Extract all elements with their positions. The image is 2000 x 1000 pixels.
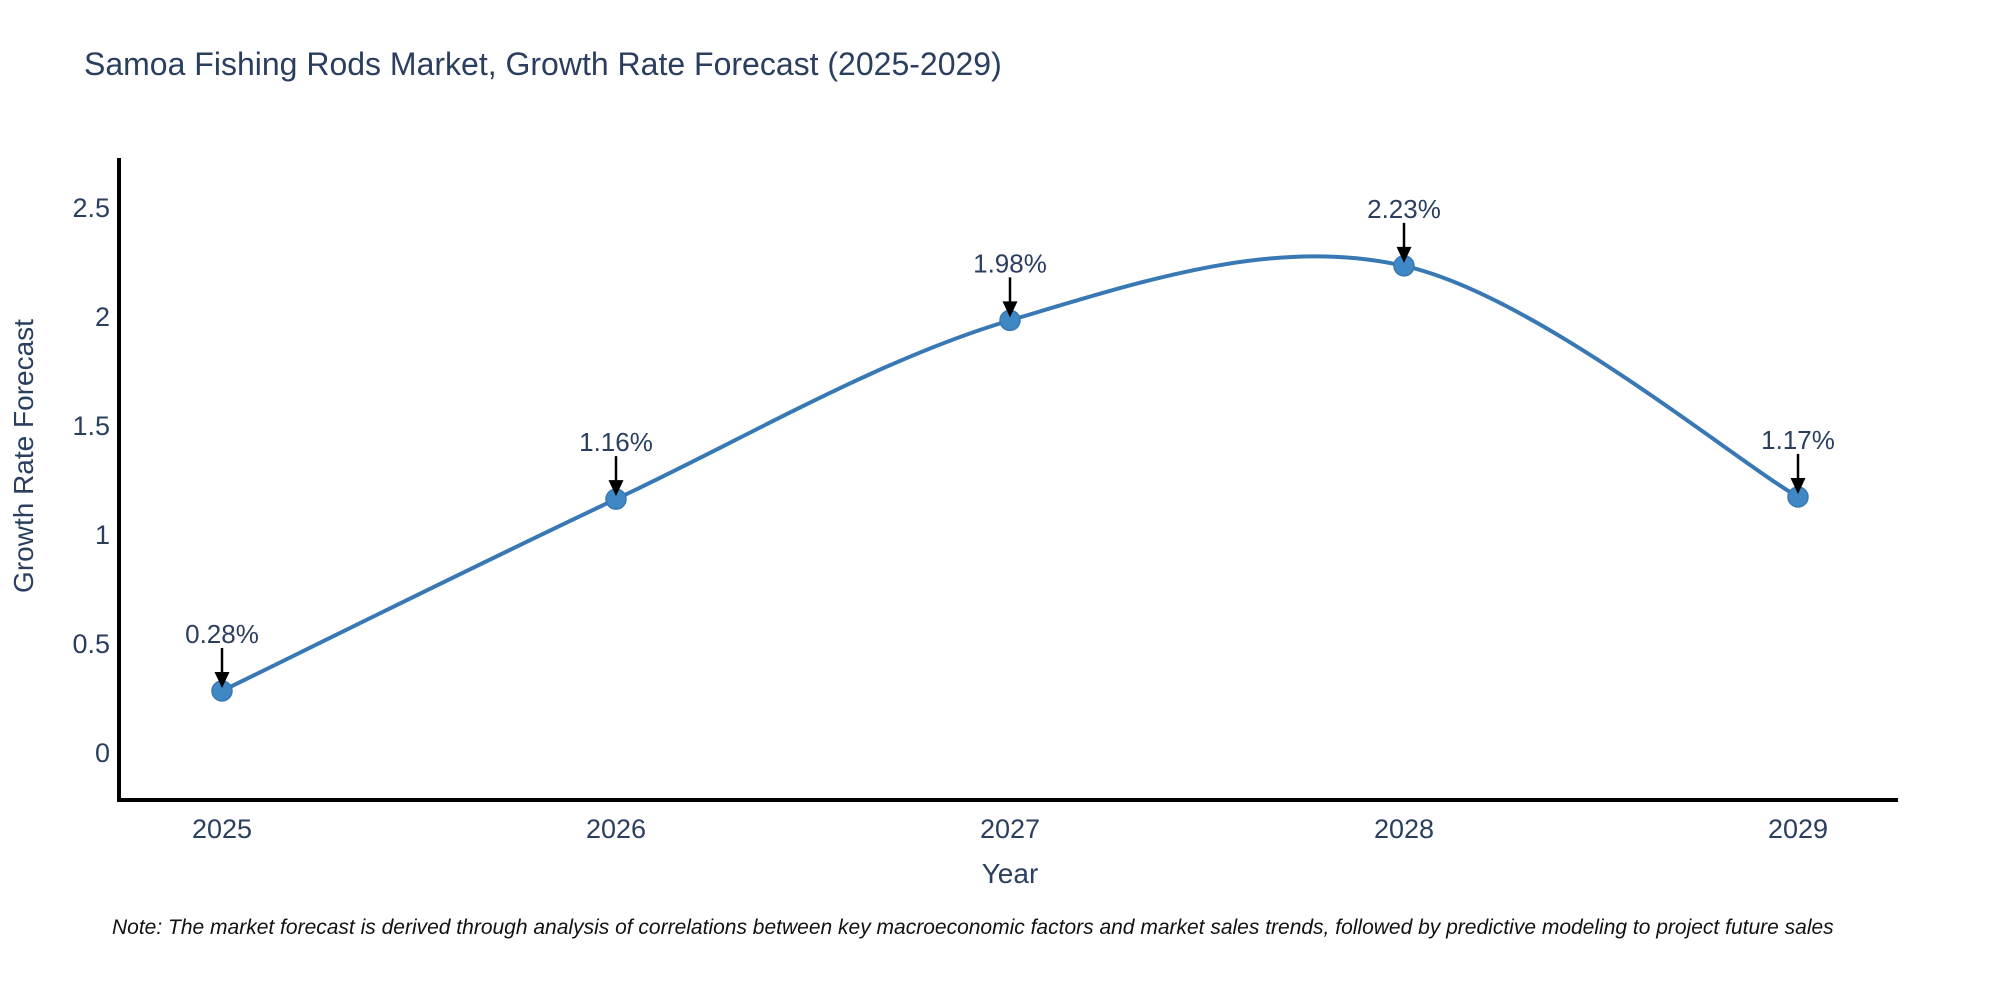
y-tick-label-2: 2 xyxy=(95,302,110,332)
point-label-2027: 1.98% xyxy=(973,248,1047,278)
annotation-arrowhead-icon xyxy=(1396,246,1412,263)
x-axis-title: Year xyxy=(981,858,1039,889)
point-label-2029: 1.17% xyxy=(1761,425,1835,455)
annotation-arrowhead-icon xyxy=(608,480,624,497)
footnote: Note: The market forecast is derived thr… xyxy=(112,916,1834,939)
point-label-2028: 2.23% xyxy=(1367,194,1441,224)
y-tick-label-0: 0 xyxy=(95,738,110,768)
y-tick-label-2.5: 2.5 xyxy=(72,193,110,223)
point-annotations: 0.28% 1.16% 1.98% 2.23% 1.17% xyxy=(185,194,1835,688)
x-tick-label-2029: 2029 xyxy=(1768,814,1828,844)
annotation-arrowhead-icon xyxy=(1790,477,1806,494)
annotation-arrowhead-icon xyxy=(214,671,230,688)
x-axis-ticks: 2025 2026 2027 2028 2029 xyxy=(192,814,1828,844)
y-tick-label-1: 1 xyxy=(95,520,110,550)
y-axis-ticks: 0 0.5 1 1.5 2 2.5 xyxy=(72,193,110,768)
y-tick-label-0.5: 0.5 xyxy=(72,629,110,659)
x-tick-label-2025: 2025 xyxy=(192,814,252,844)
series-markers xyxy=(211,255,1809,702)
y-tick-label-1.5: 1.5 xyxy=(72,411,110,441)
chart-title: Samoa Fishing Rods Market, Growth Rate F… xyxy=(84,46,1002,82)
x-tick-label-2027: 2027 xyxy=(980,814,1040,844)
x-tick-label-2028: 2028 xyxy=(1374,814,1434,844)
annotation-arrowhead-icon xyxy=(1002,301,1018,318)
point-label-2026: 1.16% xyxy=(579,427,653,457)
x-tick-label-2026: 2026 xyxy=(586,814,646,844)
point-label-2025: 0.28% xyxy=(185,619,259,649)
